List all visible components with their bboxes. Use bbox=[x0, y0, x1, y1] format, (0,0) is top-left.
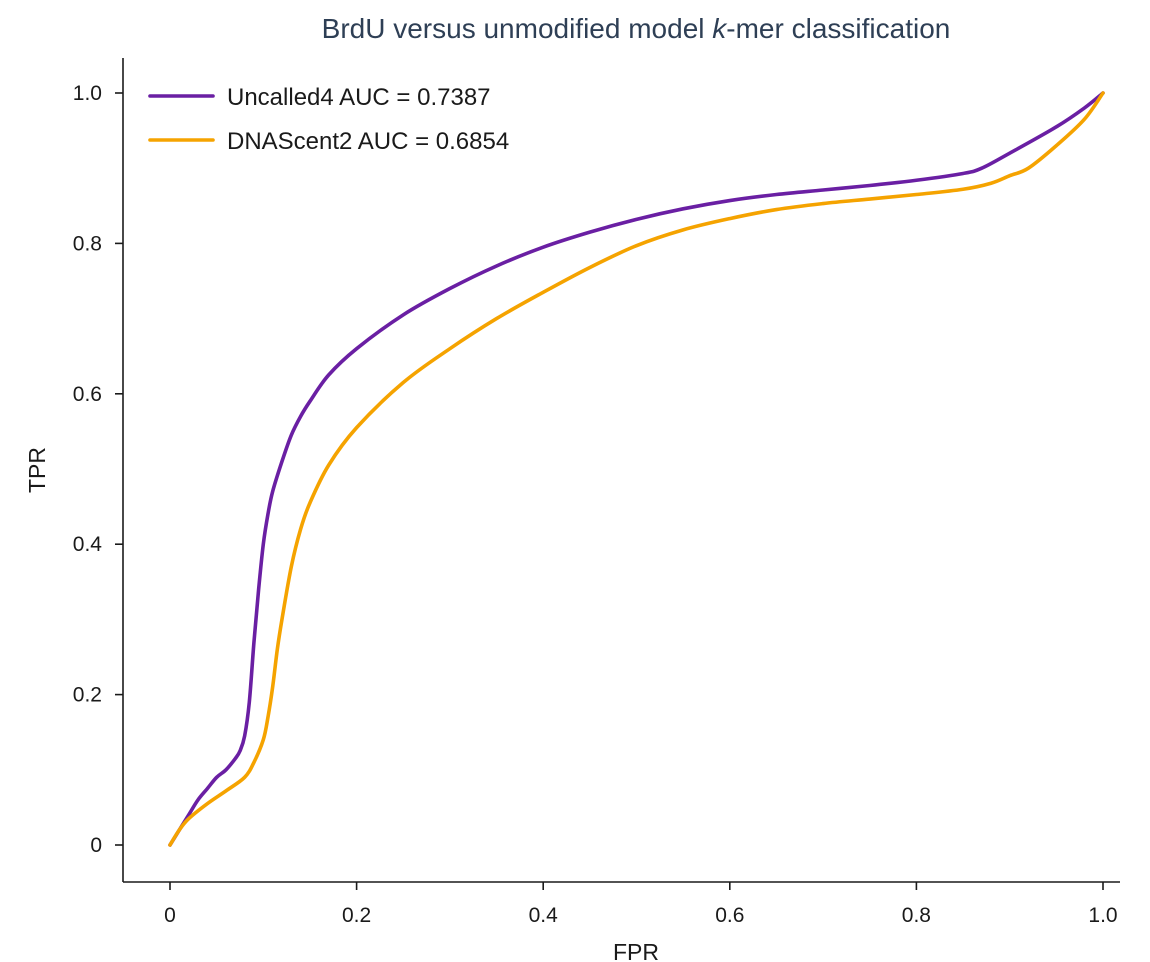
legend-label-1: DNAScent2 AUC = 0.6854 bbox=[227, 128, 509, 155]
chart-title-italic: k bbox=[712, 13, 728, 44]
legend-label-0: Uncalled4 AUC = 0.7387 bbox=[227, 84, 491, 111]
chart-title-suffix: -mer classification bbox=[726, 13, 950, 44]
y-tick-label: 1.0 bbox=[73, 82, 102, 105]
x-tick-label: 0.6 bbox=[715, 904, 744, 927]
y-tick-label: 0.8 bbox=[73, 232, 102, 255]
legend: Uncalled4 AUC = 0.7387 DNAScent2 AUC = 0.… bbox=[148, 84, 509, 155]
y-tick-label: 0.6 bbox=[73, 383, 102, 406]
series-line-1 bbox=[168, 91, 1105, 847]
y-tick-label: 0.2 bbox=[73, 684, 102, 707]
x-tick-label: 0.4 bbox=[529, 904, 559, 927]
chart-title-prefix: BrdU versus unmodified model bbox=[322, 13, 713, 44]
x-tick-label: 1.0 bbox=[1088, 904, 1117, 927]
series-group bbox=[168, 91, 1105, 847]
axes: 0 0.2 0.4 0.6 0.8 1.0 0 0.2 0.4 0.6 0.8 1.0 bbox=[73, 58, 1120, 927]
y-tick-label: 0 bbox=[90, 834, 102, 857]
x-axis-label: FPR bbox=[613, 939, 659, 962]
x-tick-label: 0.8 bbox=[902, 904, 931, 927]
x-tick-label: 0.2 bbox=[342, 904, 371, 927]
y-axis-label: TPR bbox=[24, 447, 50, 493]
y-tick-label: 0.4 bbox=[73, 533, 103, 556]
x-tick-label: 0 bbox=[164, 904, 176, 927]
series-line-0 bbox=[168, 91, 1105, 847]
chart-title: BrdU versus unmodified model k-mer class… bbox=[322, 13, 951, 44]
